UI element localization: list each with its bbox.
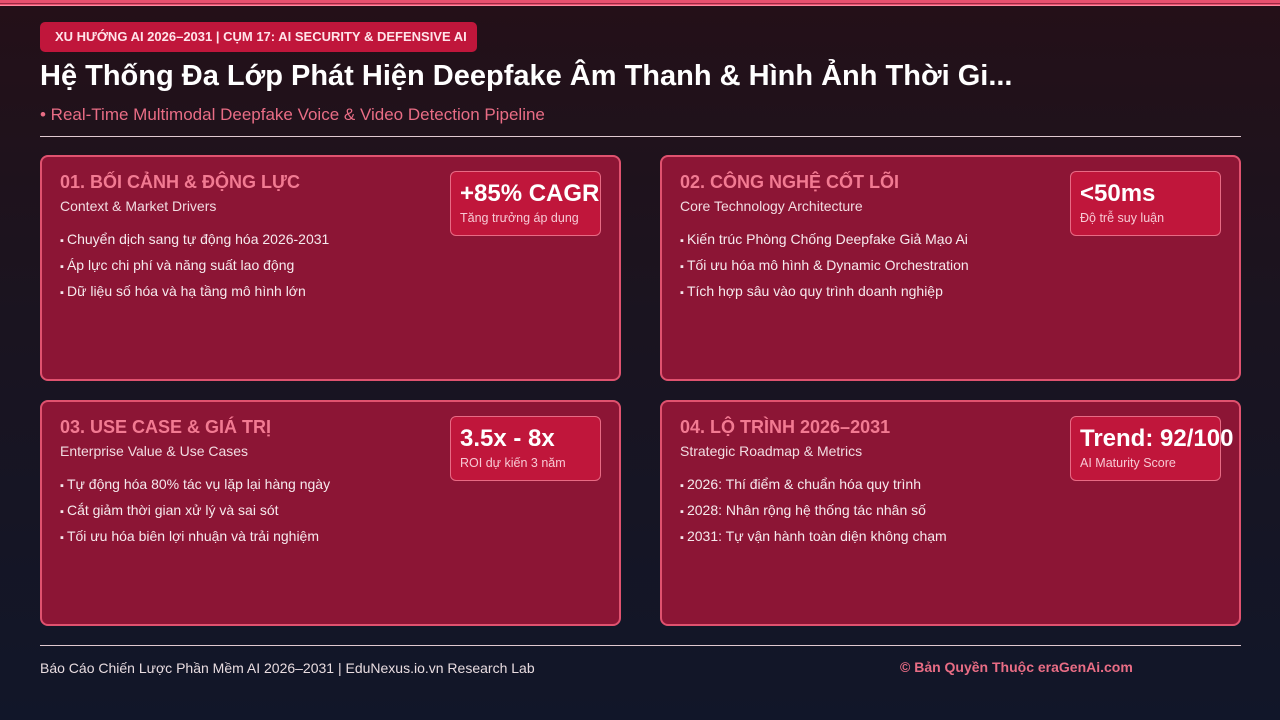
card-subtitle: Context & Market Drivers <box>60 198 217 214</box>
list-item: Kiến trúc Phòng Chống Deepfake Giả Mạo A… <box>680 227 969 253</box>
metric-value: Trend: 92/100 <box>1080 425 1234 452</box>
metric-label: AI Maturity Score <box>1080 456 1176 470</box>
card-use-cases: 03. USE CASE & GIÁ TRỊ Enterprise Value … <box>40 400 621 626</box>
card-title: 04. LỘ TRÌNH 2026–2031 <box>680 417 891 437</box>
list-item: 2031: Tự vận hành toàn diện không chạm <box>680 524 947 550</box>
footer-copyright: © Bản Quyền Thuộc eraGenAi.com <box>900 659 1133 675</box>
category-tag: XU HƯỚNG AI 2026–2031 | CỤM 17: AI SECUR… <box>40 22 477 52</box>
card-bullet-list: 2026: Thí điểm & chuẩn hóa quy trình 202… <box>680 472 947 550</box>
card-subtitle: Strategic Roadmap & Metrics <box>680 443 863 459</box>
card-bullet-list: Tự động hóa 80% tác vụ lặp lại hàng ngày… <box>60 472 330 550</box>
metric-value: 3.5x - 8x <box>460 425 555 452</box>
list-item: Tự động hóa 80% tác vụ lặp lại hàng ngày <box>60 472 330 498</box>
page-subtitle: • Real-Time Multimodal Deepfake Voice & … <box>40 105 545 124</box>
card-title: 02. CÔNG NGHỆ CỐT LÕI <box>680 172 900 192</box>
metric-label: Độ trễ suy luận <box>1080 211 1165 225</box>
list-item: Cắt giảm thời gian xử lý và sai sót <box>60 498 330 524</box>
top-accent-stripe <box>0 0 1280 6</box>
metric-box: <50ms Độ trễ suy luận <box>1070 171 1221 236</box>
card-bullet-list: Chuyển dịch sang tự động hóa 2026-2031 Á… <box>60 227 329 305</box>
header-divider <box>40 136 1241 137</box>
card-subtitle: Enterprise Value & Use Cases <box>60 443 249 459</box>
list-item: 2026: Thí điểm & chuẩn hóa quy trình <box>680 472 947 498</box>
card-title: 03. USE CASE & GIÁ TRỊ <box>60 417 272 437</box>
metric-label: ROI dự kiến 3 năm <box>460 456 566 470</box>
list-item: Tích hợp sâu vào quy trình doanh nghiệp <box>680 279 969 305</box>
card-title: 01. BỐI CẢNH & ĐỘNG LỰC <box>60 172 300 192</box>
card-roadmap: 04. LỘ TRÌNH 2026–2031 Strategic Roadmap… <box>660 400 1241 626</box>
metric-label: Tăng trưởng áp dụng <box>460 211 579 225</box>
list-item: Tối ưu hóa mô hình & Dynamic Orchestrati… <box>680 253 969 279</box>
card-bullet-list: Kiến trúc Phòng Chống Deepfake Giả Mạo A… <box>680 227 969 305</box>
list-item: Tối ưu hóa biên lợi nhuận và trải nghiệm <box>60 524 330 550</box>
page-title: Hệ Thống Đa Lớp Phát Hiện Deepfake Âm Th… <box>40 60 1013 92</box>
list-item: Dữ liệu số hóa và hạ tầng mô hình lớn <box>60 279 329 305</box>
metric-value: +85% CAGR <box>460 180 600 207</box>
card-technology: 02. CÔNG NGHỆ CỐT LÕI Core Technology Ar… <box>660 155 1241 381</box>
metric-box: +85% CAGR Tăng trưởng áp dụng <box>450 171 601 236</box>
metric-box: Trend: 92/100 AI Maturity Score <box>1070 416 1234 481</box>
card-subtitle: Core Technology Architecture <box>680 198 863 214</box>
footer-divider <box>40 645 1241 646</box>
card-context: 01. BỐI CẢNH & ĐỘNG LỰC Context & Market… <box>40 155 621 381</box>
metric-value: <50ms <box>1080 180 1156 207</box>
metric-box: 3.5x - 8x ROI dự kiến 3 năm <box>450 416 601 481</box>
footer-source: Báo Cáo Chiến Lược Phần Mềm AI 2026–2031… <box>40 660 535 676</box>
list-item: Chuyển dịch sang tự động hóa 2026-2031 <box>60 227 329 253</box>
list-item: Áp lực chi phí và năng suất lao động <box>60 253 329 279</box>
list-item: 2028: Nhân rộng hệ thống tác nhân số <box>680 498 947 524</box>
